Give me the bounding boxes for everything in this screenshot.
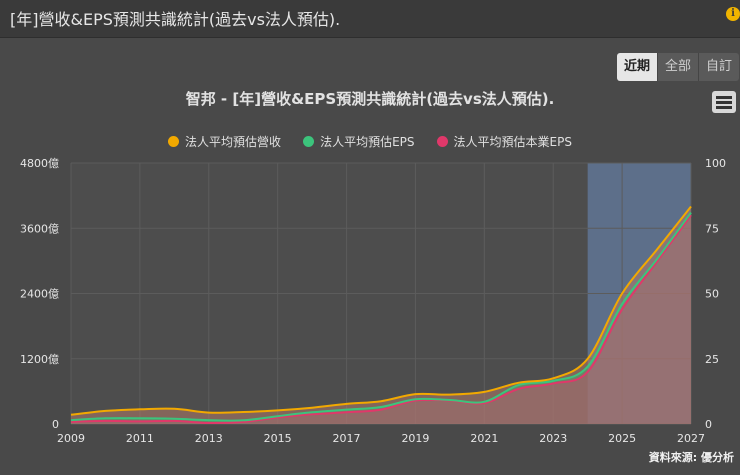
period-tabs: 近期 全部 自訂 (617, 53, 740, 81)
x-tick-label: 2023 (539, 432, 567, 445)
window-title: [年]營收&EPS預測共識統計(過去vs法人預估). (10, 10, 341, 29)
tab-all[interactable]: 全部 (657, 53, 698, 81)
legend-item-eps[interactable]: 法人平均預估EPS (303, 133, 415, 150)
legend-dot-eps (303, 136, 315, 147)
y-left-tick-label: 4800億 (20, 157, 59, 170)
chart-legend: 法人平均預估營收 法人平均預估EPS 法人平均預估本業EPS (0, 133, 740, 150)
title-bar: [年]營收&EPS預測共識統計(過去vs法人預估). i (0, 0, 740, 38)
y-right-tick-label: 75 (705, 222, 719, 235)
area-eps (71, 212, 691, 424)
y-left-tick-label: 1200億 (20, 353, 59, 366)
y-left-tick-label: 0 (52, 418, 59, 431)
x-tick-label: 2021 (470, 432, 498, 445)
legend-label-eps: 法人平均預估EPS (320, 135, 415, 149)
y-right-tick-label: 25 (705, 353, 719, 366)
legend-item-core-eps[interactable]: 法人平均預估本業EPS (436, 133, 572, 150)
source-label: 資料來源: 優分析 (648, 451, 734, 464)
y-right-tick-label: 50 (705, 288, 719, 301)
x-tick-label: 2015 (264, 432, 292, 445)
x-tick-label: 2017 (333, 432, 361, 445)
x-tick-label: 2013 (195, 432, 223, 445)
y-right-tick-label: 100 (705, 157, 726, 170)
x-tick-label: 2009 (57, 432, 85, 445)
chart-title: 智邦 - [年]營收&EPS預測共識統計(過去vs法人預估). (185, 90, 555, 108)
legend-dot-core-eps (436, 136, 448, 147)
tab-custom[interactable]: 自訂 (698, 53, 739, 81)
legend-label-revenue: 法人平均預估營收 (185, 135, 282, 149)
hamburger-icon (716, 96, 732, 99)
line-eps (70, 212, 692, 422)
area-core-eps (71, 215, 691, 424)
area-revenue (71, 206, 691, 424)
info-icon[interactable]: i (726, 7, 740, 21)
y-right-tick-label: 0 (705, 418, 712, 431)
line-revenue (70, 205, 692, 416)
y-left-tick-label: 2400億 (20, 288, 59, 301)
chart-menu-button[interactable] (712, 91, 736, 113)
x-tick-label: 2025 (608, 432, 636, 445)
x-tick-label: 2027 (677, 432, 705, 445)
legend-item-revenue[interactable]: 法人平均預估營收 (168, 133, 281, 150)
line-core-eps (70, 214, 692, 425)
legend-dot-revenue (168, 136, 180, 147)
y-left-tick-label: 3600億 (20, 222, 59, 235)
tab-recent[interactable]: 近期 (617, 53, 658, 81)
x-tick-label: 2019 (401, 432, 429, 445)
legend-label-core-eps: 法人平均預估本業EPS (453, 135, 572, 149)
x-tick-label: 2011 (126, 432, 154, 445)
